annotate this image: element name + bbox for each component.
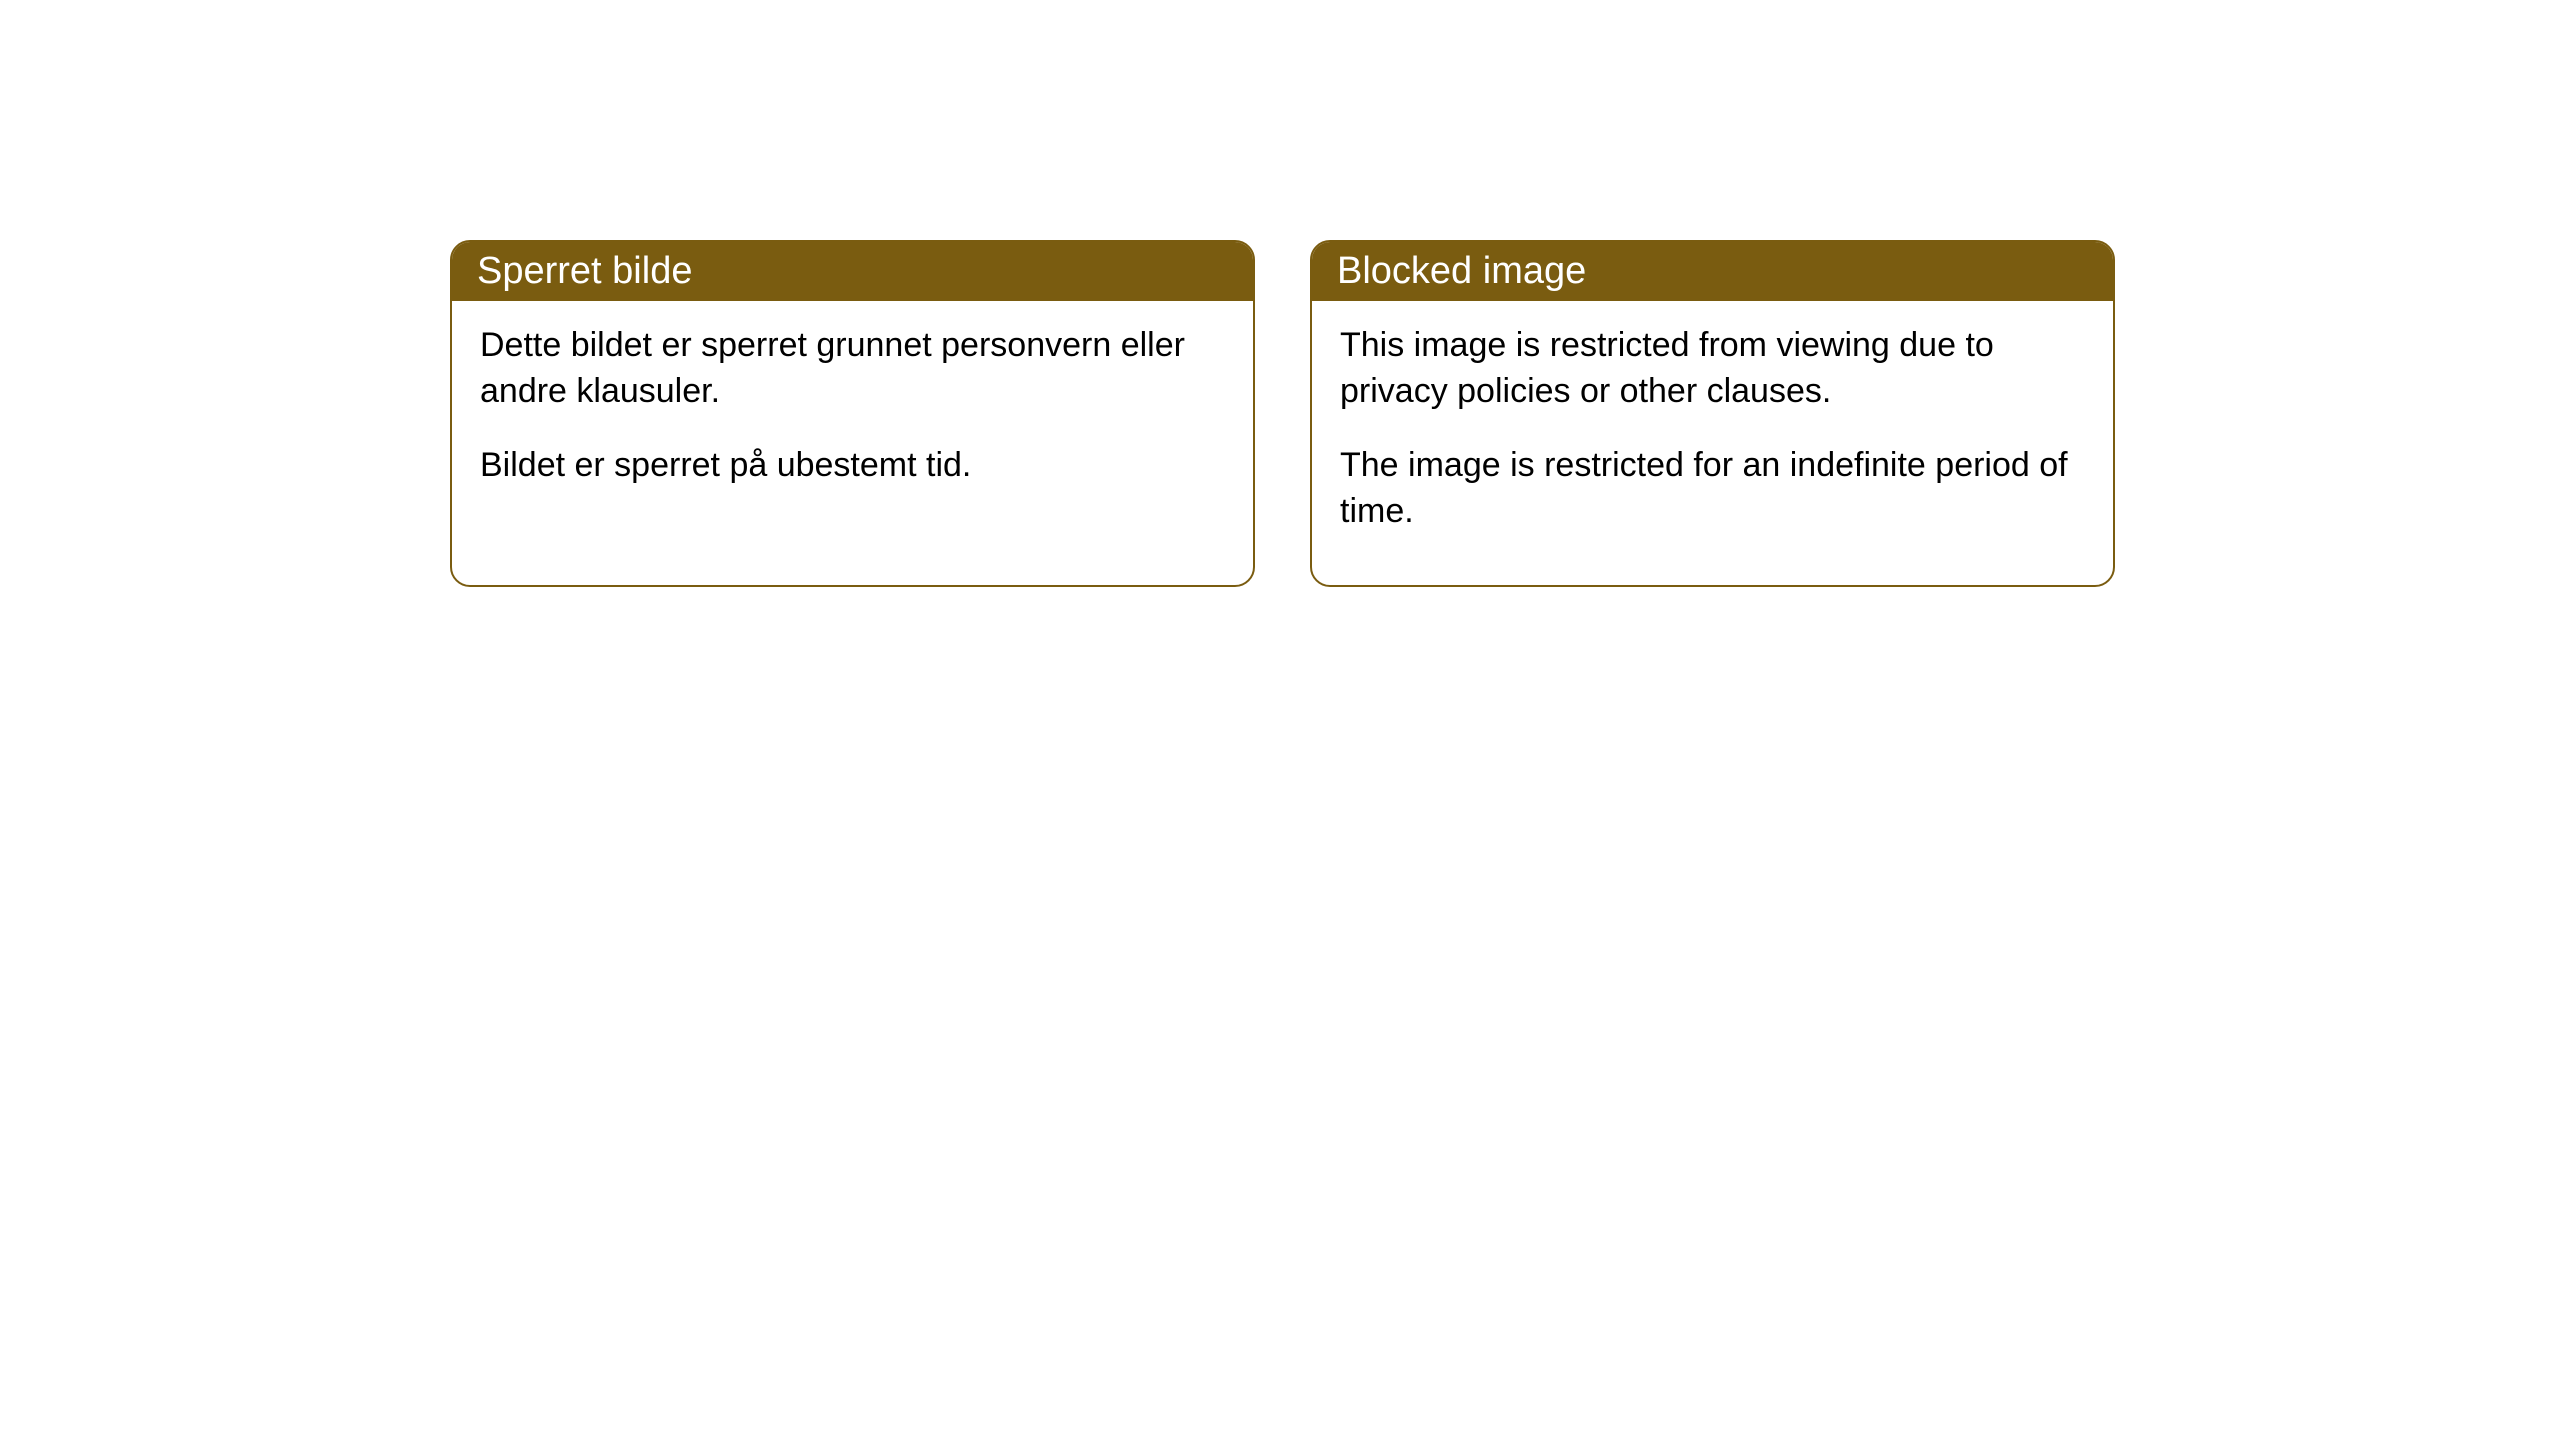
card-body: Dette bildet er sperret grunnet personve… xyxy=(452,301,1253,539)
card-header: Sperret bilde xyxy=(452,242,1253,301)
card-paragraph: This image is restricted from viewing du… xyxy=(1340,323,2085,415)
blocked-image-card-norwegian: Sperret bilde Dette bildet er sperret gr… xyxy=(450,240,1255,587)
blocked-image-card-english: Blocked image This image is restricted f… xyxy=(1310,240,2115,587)
card-paragraph: The image is restricted for an indefinit… xyxy=(1340,443,2085,535)
card-title: Sperret bilde xyxy=(477,250,692,292)
card-header: Blocked image xyxy=(1312,242,2113,301)
cards-container: Sperret bilde Dette bildet er sperret gr… xyxy=(450,240,2115,587)
card-paragraph: Bildet er sperret på ubestemt tid. xyxy=(480,443,1225,489)
card-title: Blocked image xyxy=(1337,250,1586,292)
card-paragraph: Dette bildet er sperret grunnet personve… xyxy=(480,323,1225,415)
card-body: This image is restricted from viewing du… xyxy=(1312,301,2113,585)
